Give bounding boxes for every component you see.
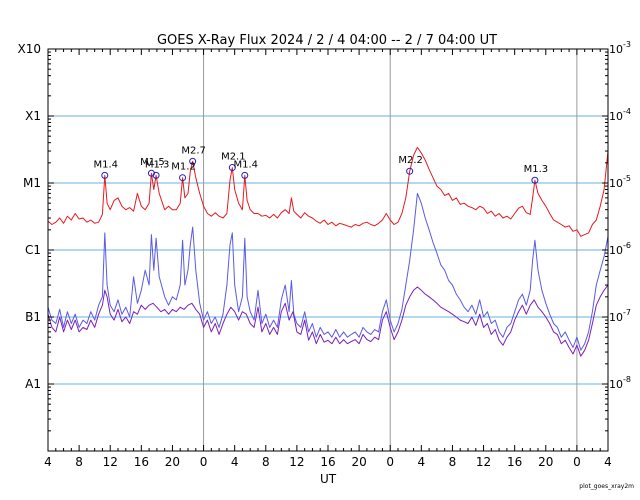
x-axis-tick-label: 20 — [165, 455, 180, 469]
right-axis-label-exponent: -6 — [623, 241, 631, 250]
series-line-2 — [47, 192, 609, 351]
left-axis: X10 X1 M1 C1 B1 A1 — [18, 42, 54, 432]
x-axis-tick-label: 0 — [573, 455, 581, 469]
flare-marker — [241, 171, 249, 179]
x-axis-tick-label: 0 — [200, 455, 208, 469]
left-axis-label: B1 — [25, 310, 41, 324]
right-axis-label-exponent: -8 — [623, 375, 631, 384]
series-line-3 — [47, 284, 609, 357]
left-axis-label: C1 — [25, 243, 41, 257]
right-axis-label-exponent: -5 — [623, 174, 631, 183]
right-axis: 10-310-410-510-610-710-8 — [602, 40, 631, 432]
grid-layer — [48, 115, 608, 385]
right-axis-label-exponent: -3 — [623, 40, 631, 49]
x-axis-tick-label: 16 — [320, 455, 335, 469]
flare-label: M2.7 — [181, 145, 206, 156]
flare-marker — [189, 157, 197, 165]
x-axis-tick-label: 20 — [538, 455, 553, 469]
flare-marker — [531, 176, 539, 184]
x-axis-tick-label: 4 — [44, 455, 52, 469]
flare-label: M1.3 — [145, 159, 170, 170]
x-axis-tick-label: 4 — [604, 455, 612, 469]
left-axis-label: A1 — [25, 377, 41, 391]
right-axis-label-exponent: -4 — [623, 107, 631, 116]
day-boundary-layer — [203, 49, 578, 451]
x-axis-tick-label: 16 — [507, 455, 522, 469]
credit-text: plot_goes_xray2m — [579, 483, 634, 490]
flare-label: M1.2 — [171, 162, 196, 173]
left-axis-label: M1 — [23, 176, 41, 190]
flare-marker — [152, 171, 160, 179]
x-axis-tick-label: 0 — [386, 455, 394, 469]
flare-label: M2.2 — [398, 155, 423, 166]
x-axis-label: UT — [320, 472, 337, 486]
chart-title: GOES X-Ray Flux 2024 / 2 / 4 04:00 -- 2 … — [157, 33, 497, 48]
x-axis-tick-label: 4 — [231, 455, 239, 469]
flare-label: M1.5 — [140, 157, 165, 168]
flare-marker — [228, 164, 236, 172]
flare-label: M1.4 — [94, 159, 119, 170]
flare-marker — [101, 171, 109, 179]
flare-label: M1.4 — [234, 159, 259, 170]
x-axis-tick-label: 12 — [289, 455, 304, 469]
x-axis-tick-label: 8 — [262, 455, 270, 469]
right-axis-label-exponent: -7 — [623, 308, 631, 317]
x-axis-tick-label: 4 — [418, 455, 426, 469]
x-axis-tick-label: 20 — [351, 455, 366, 469]
flare-marker — [179, 174, 187, 182]
series-layer — [47, 146, 609, 357]
left-axis-label: X10 — [18, 42, 42, 56]
flare-label: M2.1 — [221, 152, 246, 163]
right-axis-label-base: 10 — [609, 43, 623, 56]
x-axis-tick-label: 16 — [134, 455, 149, 469]
left-axis-label: X1 — [25, 109, 41, 123]
x-axis-tick-label: 12 — [103, 455, 118, 469]
x-axis-tick-label: 8 — [449, 455, 457, 469]
x-axis-tick-label: 8 — [75, 455, 83, 469]
right-axis-label-base: 10 — [609, 378, 623, 391]
right-axis-label-base: 10 — [609, 177, 623, 190]
flare-annotation-layer: M1.4 M1.5M1.3 M1.2M2.7M2.1M1.4 M2.2M1.3 — [94, 145, 549, 184]
flare-marker — [406, 167, 414, 175]
right-axis-label-base: 10 — [609, 110, 623, 123]
x-axis-tick-label: 12 — [476, 455, 491, 469]
x-axis: 4 8 12 16 20 0 4 8 12 16 20 0 4 8 12 16 20 0 4 — [44, 49, 612, 469]
series-line-1 — [47, 146, 609, 237]
right-axis-label-base: 10 — [609, 311, 623, 324]
flare-label: M1.3 — [524, 164, 549, 175]
right-axis-label-base: 10 — [609, 244, 623, 257]
